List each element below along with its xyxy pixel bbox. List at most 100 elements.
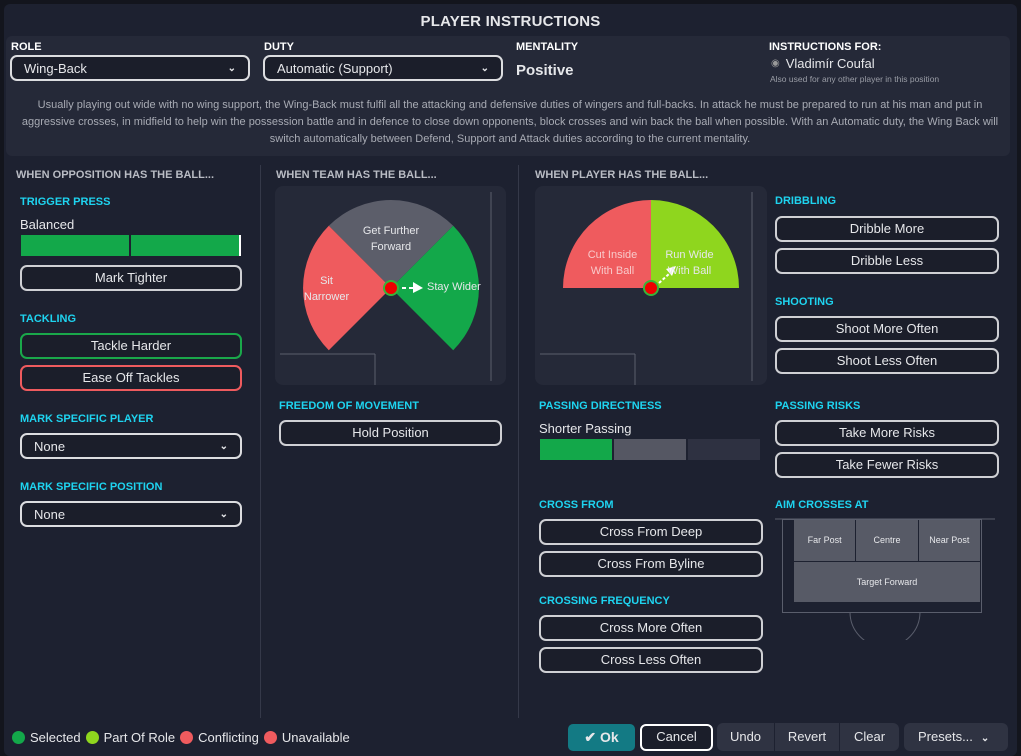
dribble-pitch: Cut Inside With Ball Run Wide With Ball (535, 186, 767, 385)
stay-wider-label: Stay Wider (427, 281, 481, 293)
far-post-option[interactable]: Far Post (794, 520, 856, 561)
presets-dropdown[interactable]: Presets... ⌄ (904, 723, 1008, 751)
undo-button[interactable]: Undo (717, 723, 774, 751)
target-forward-option[interactable]: Target Forward (794, 561, 980, 602)
slider-segment (614, 439, 686, 460)
page-title: PLAYER INSTRUCTIONS (420, 13, 601, 30)
slider-segment (540, 439, 612, 460)
passing-directness-label: PASSING DIRECTNESS (539, 400, 662, 412)
cancel-button[interactable]: Cancel (640, 724, 713, 751)
sit-narrower-zone[interactable] (303, 225, 391, 351)
hold-position-button[interactable]: Hold Position (279, 420, 502, 446)
dribble-more-button[interactable]: Dribble More (775, 216, 999, 242)
aim-crosses-grid: Far Post Centre Near Post Target Forward (794, 520, 980, 602)
part-of-role-dot-icon (85, 731, 99, 744)
cross-less-often-button[interactable]: Cross Less Often (539, 647, 763, 673)
get-forward-label: Get Further Forward (362, 225, 420, 253)
legend: Selected Part Of Role Conflicting Unavai… (12, 730, 350, 745)
near-post-option[interactable]: Near Post (918, 520, 980, 561)
duty-label: DUTY (264, 41, 294, 53)
player-heading: WHEN PLAYER HAS THE BALL... (535, 169, 709, 181)
mark-position-select[interactable]: None ⌄ (20, 501, 242, 527)
legend-label: Selected (30, 730, 81, 745)
chevron-down-icon: ⌄ (219, 440, 228, 452)
chevron-down-icon: ⌄ (227, 62, 236, 74)
mentality-value: Positive (516, 62, 574, 79)
cross-from-deep-button[interactable]: Cross From Deep (539, 519, 763, 545)
take-more-risks-button[interactable]: Take More Risks (775, 420, 999, 446)
person-icon: ◉ (771, 58, 780, 69)
duty-select[interactable]: Automatic (Support) ⌄ (263, 55, 503, 81)
revert-button[interactable]: Revert (775, 723, 839, 751)
duty-value: Automatic (Support) (277, 60, 393, 76)
ok-label: Ok (599, 729, 619, 745)
passing-directness-slider[interactable] (540, 439, 760, 460)
trigger-press-label: TRIGGER PRESS (20, 196, 111, 208)
sit-narrower-label: Sit Narrower (303, 275, 350, 303)
shoot-more-often-button[interactable]: Shoot More Often (775, 316, 999, 342)
cut-inside-zone[interactable] (563, 200, 651, 288)
take-fewer-risks-button[interactable]: Take Fewer Risks (775, 452, 999, 478)
centre-option[interactable]: Centre (856, 520, 918, 561)
mark-player-select[interactable]: None ⌄ (20, 433, 242, 459)
mark-player-label: MARK SPECIFIC PLAYER (20, 413, 154, 425)
tackle-harder-button[interactable]: Tackle Harder (20, 333, 242, 359)
role-description: Usually playing out wide with no wing su… (21, 99, 999, 145)
mark-player-value: None (34, 438, 66, 454)
slider-segment (688, 439, 760, 460)
dribbling-label: DRIBBLING (775, 195, 837, 207)
conflicting-dot-icon (180, 731, 194, 744)
slider-segment (131, 235, 241, 256)
penalty-area-lines (775, 518, 995, 640)
player-marker (643, 280, 659, 296)
trigger-press-slider[interactable] (21, 235, 241, 256)
mark-position-value: None (34, 506, 66, 522)
chevron-down-icon: ⌄ (480, 62, 489, 74)
role-value: Wing-Back (24, 60, 87, 76)
role-label: ROLE (11, 41, 42, 53)
chevron-down-icon: ⌄ (980, 733, 990, 744)
team-heading: WHEN TEAM HAS THE BALL... (276, 169, 437, 181)
unavailable-dot-icon (263, 731, 277, 744)
cut-inside-label: Cut Inside With Ball (587, 249, 638, 277)
chevron-down-icon: ⌄ (219, 508, 228, 520)
aim-crosses-label: AIM CROSSES AT (775, 499, 869, 511)
arrow-icon (413, 282, 423, 293)
freedom-label: FREEDOM OF MOVEMENT (279, 400, 419, 412)
mark-tighter-button[interactable]: Mark Tighter (20, 265, 242, 291)
crossing-frequency-label: CROSSING FREQUENCY (539, 595, 670, 607)
shoot-less-often-button[interactable]: Shoot Less Often (775, 348, 999, 374)
clear-button[interactable]: Clear (840, 723, 899, 751)
run-wide-label: Run Wide With Ball (665, 249, 714, 277)
selected-dot-icon (12, 731, 25, 744)
opposition-heading: WHEN OPPOSITION HAS THE BALL... (16, 169, 215, 181)
check-icon: ✔ (584, 729, 600, 745)
run-wide-zone[interactable] (651, 200, 739, 288)
ok-button[interactable]: ✔ Ok (568, 724, 635, 751)
stay-wider-zone[interactable] (391, 225, 479, 351)
instructions-for-note: Also used for any other player in this p… (770, 74, 940, 84)
dribble-less-button[interactable]: Dribble Less (775, 248, 999, 274)
role-select[interactable]: Wing-Back ⌄ (10, 55, 250, 81)
passing-directness-value: Shorter Passing (539, 421, 632, 436)
instructions-for-label: INSTRUCTIONS FOR: (769, 41, 882, 53)
cross-more-often-button[interactable]: Cross More Often (539, 615, 763, 641)
tackling-label: TACKLING (20, 313, 77, 325)
passing-risks-label: PASSING RISKS (775, 400, 861, 412)
player-name: Vladimír Coufal (785, 56, 875, 71)
cross-from-byline-button[interactable]: Cross From Byline (539, 551, 763, 577)
legend-label: Part Of Role (103, 730, 176, 745)
mark-position-label: MARK SPECIFIC POSITION (20, 481, 163, 493)
trigger-press-value: Balanced (20, 217, 75, 232)
legend-label: Unavailable (281, 730, 350, 745)
presets-label: Presets... (918, 729, 973, 744)
divider (518, 165, 519, 718)
shooting-label: SHOOTING (775, 296, 834, 308)
cross-from-label: CROSS FROM (539, 499, 614, 511)
mentality-label: MENTALITY (516, 41, 579, 53)
slider-segment (21, 235, 129, 256)
player-marker (383, 280, 399, 296)
ease-off-tackles-button[interactable]: Ease Off Tackles (20, 365, 242, 391)
movement-pitch: Get Further Forward Sit Narrower Stay Wi… (275, 186, 506, 385)
get-forward-zone[interactable] (328, 200, 454, 288)
